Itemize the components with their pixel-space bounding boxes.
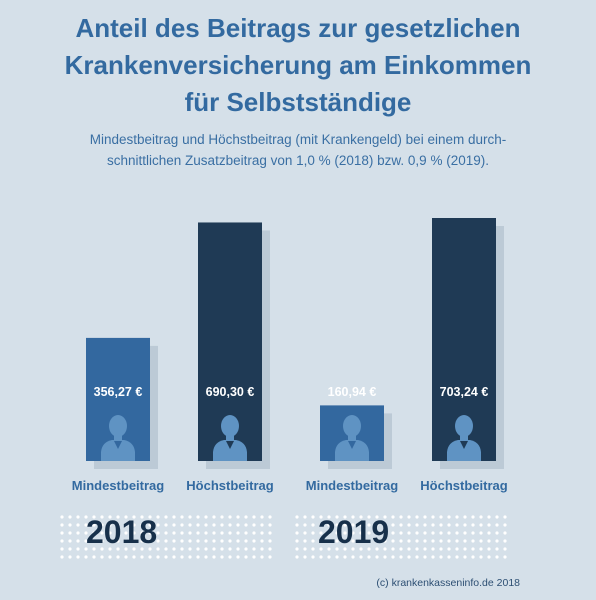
year-dots-2019	[295, 515, 507, 559]
chart-subtitle: Mindestbeitrag und Höchstbeitrag (mit Kr…	[0, 129, 596, 171]
category-label: Mindestbeitrag	[306, 478, 399, 493]
bar-value-label: 160,94 €	[328, 385, 377, 399]
person-icon	[101, 415, 135, 461]
title-line-1: Anteil des Beitrags zur gesetzlichen	[75, 13, 521, 43]
year-dots-2018	[60, 515, 272, 559]
category-label: Höchstbeitrag	[186, 478, 273, 493]
credit-text: (c) krankenkasseninfo.de 2018	[376, 577, 520, 589]
title-line-2: Krankenversicherung am Einkommen	[64, 50, 532, 80]
person-icon	[335, 415, 369, 461]
bar-value-label: 356,27 €	[94, 385, 143, 399]
title-line-3: für Selbstständige	[184, 87, 412, 117]
person-icon	[213, 415, 247, 461]
year-label-2018: 2018	[86, 514, 157, 550]
chart-title: Anteil des Beitrags zur gesetzlichen Kra…	[0, 10, 596, 121]
subtitle-line-2: schnittlichen Zusatzbeitrag von 1,0 % (2…	[107, 153, 489, 168]
category-label: Mindestbeitrag	[72, 478, 165, 493]
year-label-2019: 2019	[318, 514, 389, 550]
category-label: Höchstbeitrag	[420, 478, 507, 493]
subtitle-line-1: Mindestbeitrag und Höchstbeitrag (mit Kr…	[89, 132, 507, 147]
person-icon	[447, 415, 481, 461]
bar-value-label: 690,30 €	[206, 385, 255, 399]
bar-value-label: 703,24 €	[440, 385, 489, 399]
